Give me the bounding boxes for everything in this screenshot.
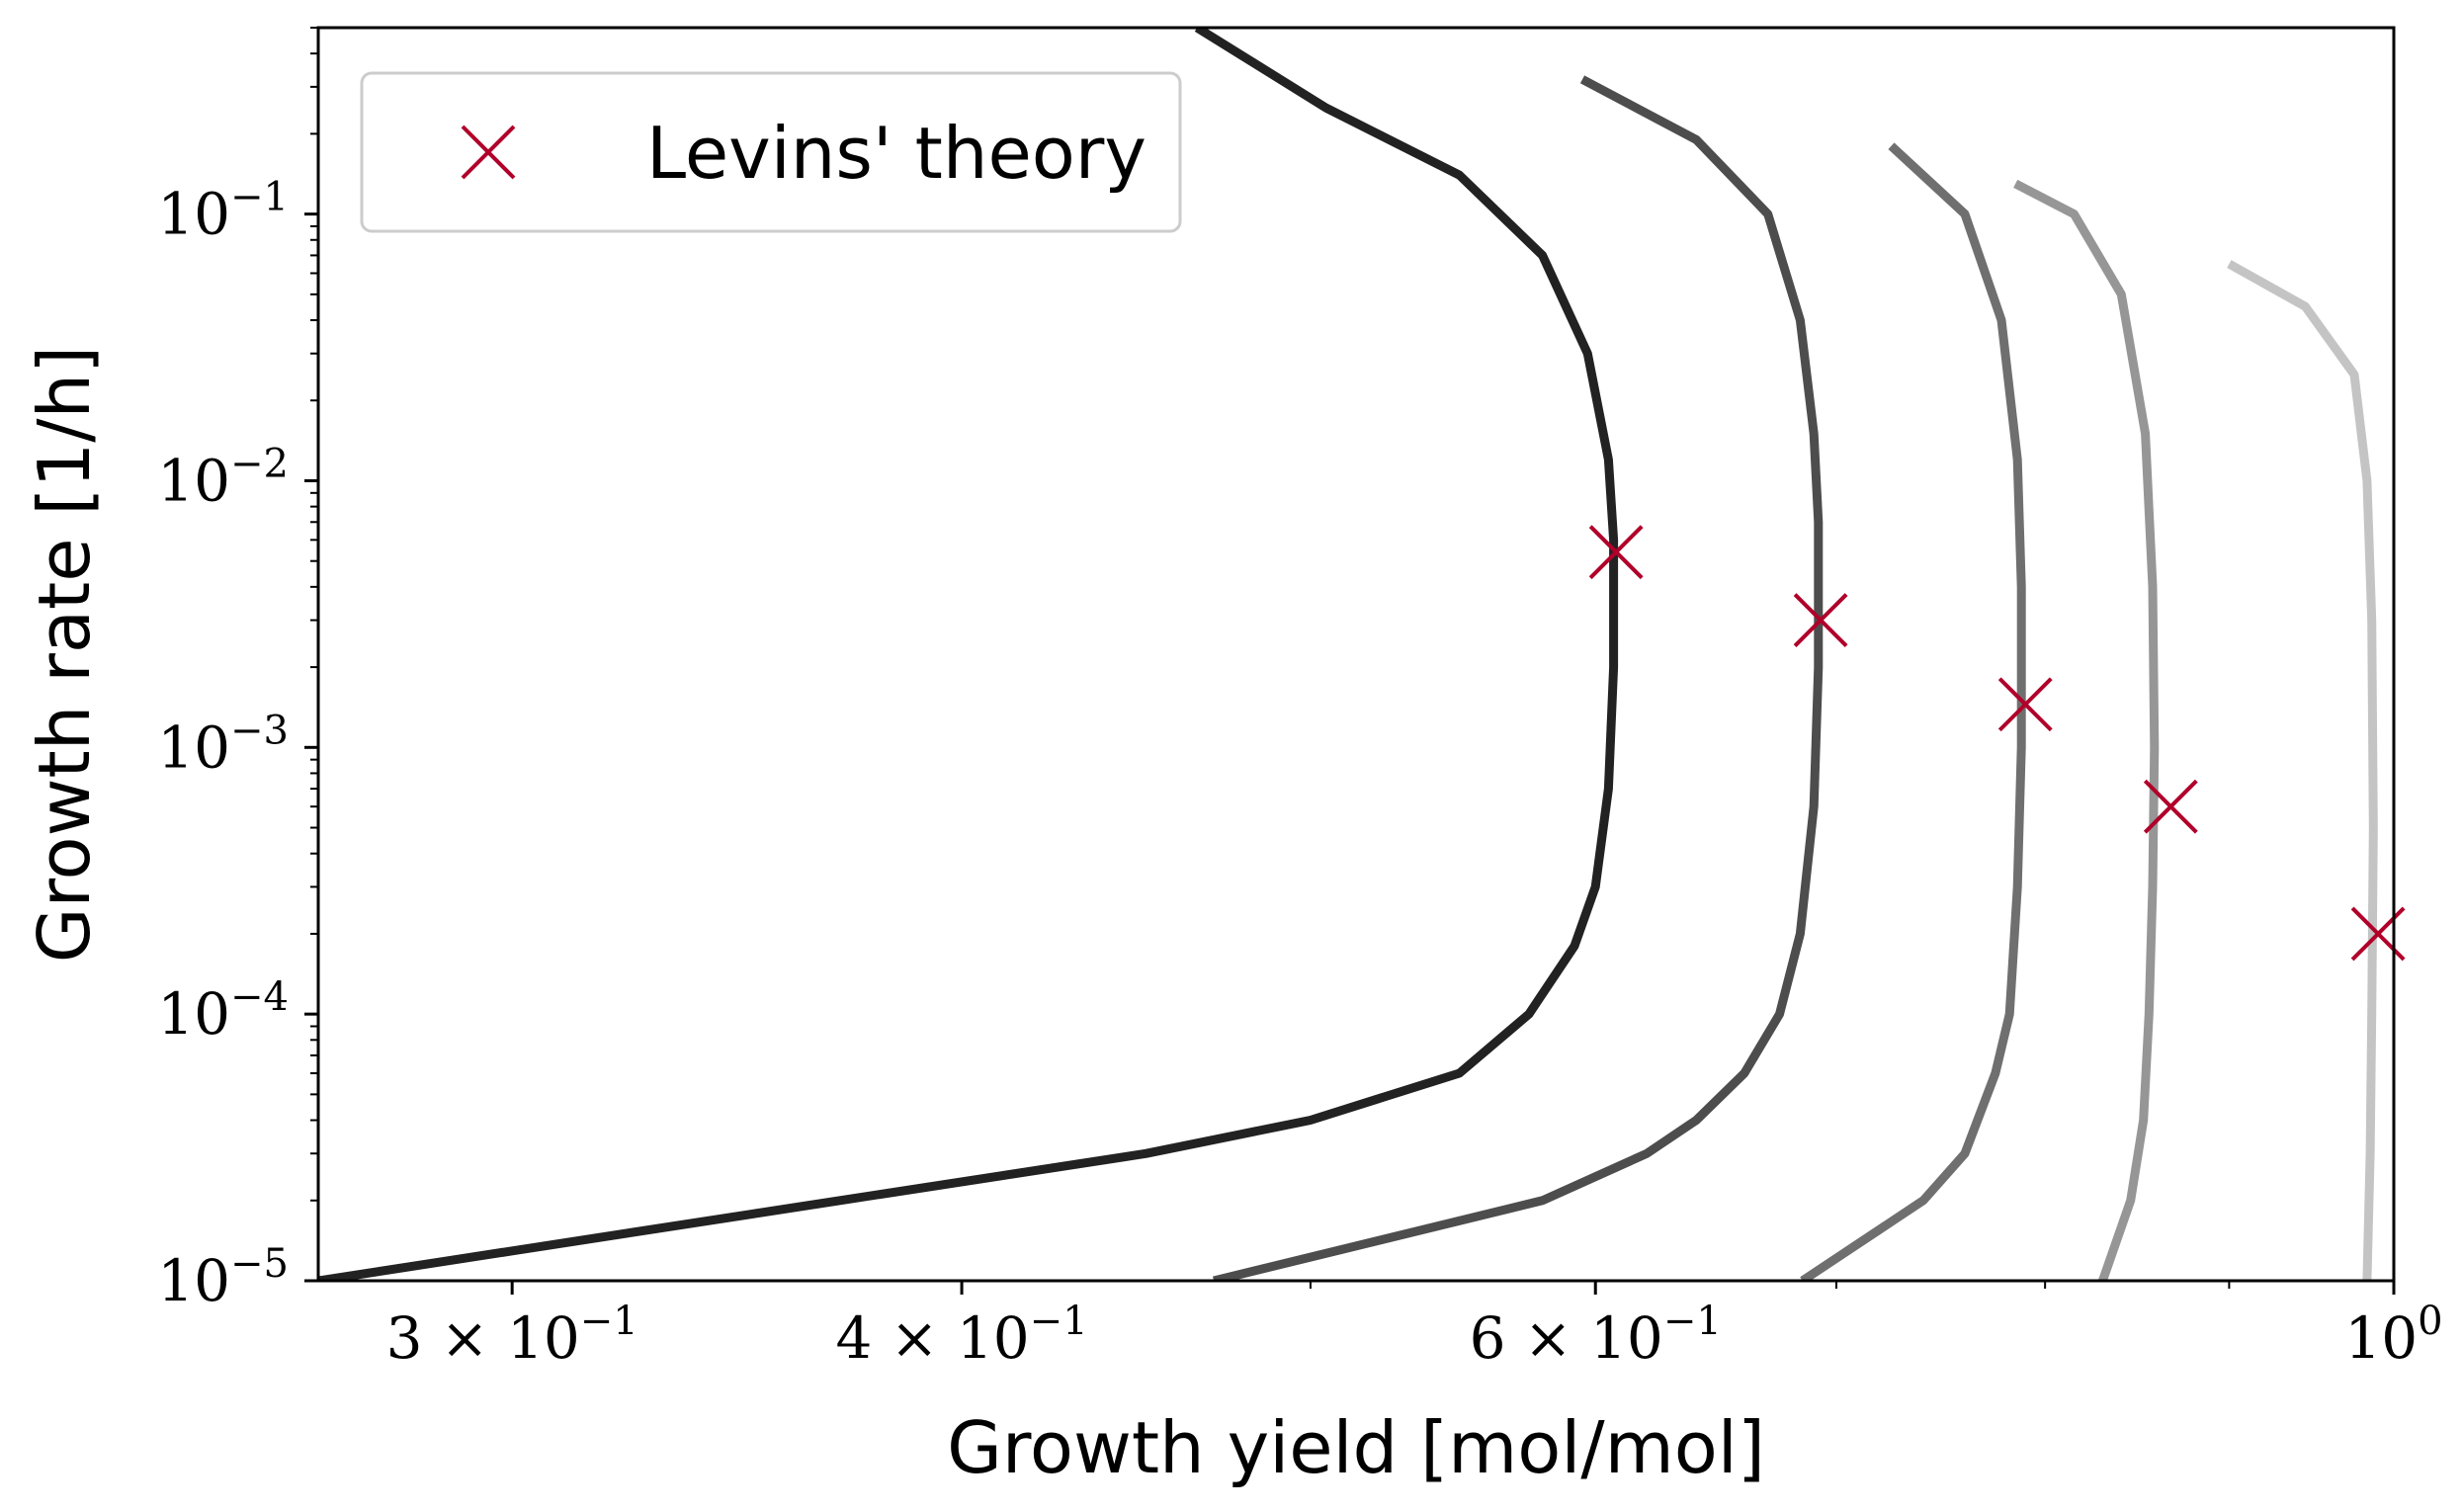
levins-marker-2 [1793,593,1848,647]
x-tick-label: 6 × 10−1 [1470,1299,1722,1372]
levins-marker-3 [1997,677,2053,732]
legend-marker-x [461,125,516,180]
ticks-layer [304,27,2396,1295]
y-tick-label: 10−2 [157,441,289,514]
series-layer [318,28,2378,1281]
levins-marker-1 [1588,525,1644,580]
marker-layer [1588,525,2406,962]
x-tick-label: 100 [2344,1299,2442,1372]
y-tick-label: 10−3 [157,708,289,781]
series-line-1 [318,28,1619,1281]
series-line-5 [2227,260,2378,1281]
legend: Levins' theory [360,71,1182,233]
plot-frame [316,26,2396,1283]
y-axis-label: Growth rate [1/h] [23,346,106,964]
series-line-2 [1213,75,1824,1281]
series-line-3 [1800,142,2026,1281]
legend-x-glyph [461,125,516,180]
x-axis-label: Growth yield [mol/mol] [947,1406,1765,1489]
tick-labels-layer: 3 × 10−1 4 × 10−1 6 × 10−1 100 10−5 10−4 10−3 1… [157,175,2442,1372]
levins-marker-5 [2350,906,2406,962]
y-tick-label: 10−5 [157,1241,289,1314]
y-tick-label: 10−1 [157,175,289,248]
legend-entry-label: Levins' theory [646,112,1146,195]
x-tick-label: 3 × 10−1 [386,1299,638,1372]
series-line-4 [2013,179,2160,1281]
levins-marker-4 [2143,779,2198,834]
x-tick-label: 4 × 10−1 [835,1299,1087,1372]
y-tick-label: 10−4 [157,974,289,1048]
legend-box [360,71,1182,233]
